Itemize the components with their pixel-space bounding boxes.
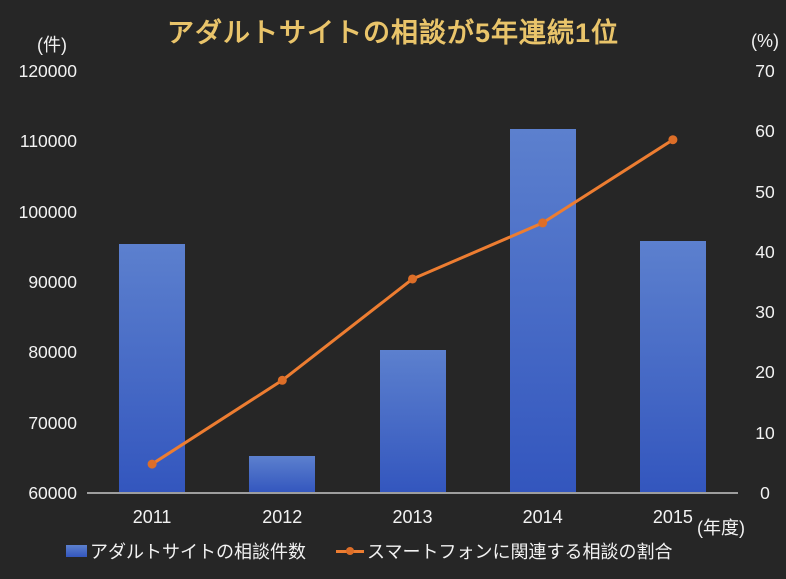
left-axis-tick-100000: 100000 (18, 201, 77, 222)
bar-series-swatch-icon (66, 545, 87, 557)
legend-bar-label: アダルトサイトの相談件数 (90, 542, 306, 562)
line-path (150, 138, 675, 466)
x-axis-unit-label: (年度) (697, 518, 745, 538)
x-axis-label-2015: 2015 (652, 507, 693, 527)
chart-title: アダルトサイトの相談が5年連続1位 (166, 18, 620, 48)
legend: アダルトサイトの相談件数 スマートフォンに関連する相談の割合 (66, 538, 672, 564)
line-marker-2015 (668, 135, 678, 145)
legend-item-bar-series: アダルトサイトの相談件数 (66, 538, 306, 564)
legend-line-label: スマートフォンに関連する相談の割合 (367, 542, 673, 562)
line-series-swatch-icon (336, 544, 364, 558)
left-axis-tick-120000: 120000 (18, 61, 77, 81)
x-axis-label-2013: 2013 (392, 507, 433, 527)
x-axis-line (87, 492, 738, 494)
x-axis-label-2012: 2012 (262, 507, 303, 527)
legend-item-line-series: スマートフォンに関連する相談の割合 (336, 538, 672, 564)
right-axis-tick-10: 10 (755, 422, 775, 443)
left-axis-unit-label: (件) (37, 35, 67, 55)
right-axis-tick-30: 30 (755, 302, 775, 323)
left-axis-tick-110000: 110000 (19, 131, 77, 152)
right-axis-tick-0: 0 (760, 483, 770, 503)
right-axis-unit-label: (%) (751, 31, 779, 51)
line-marker-2013 (408, 274, 417, 284)
bar-2014 (509, 129, 576, 493)
bar-2013 (379, 350, 446, 493)
right-axis-tick-60: 60 (755, 121, 775, 142)
x-axis-label-2014: 2014 (522, 507, 563, 527)
bar-2015 (639, 241, 706, 493)
left-axis-tick-70000: 70000 (28, 412, 77, 433)
right-axis-tick-70: 70 (755, 61, 775, 81)
left-axis-tick-60000: 60000 (28, 483, 77, 503)
right-axis-tick-40: 40 (755, 241, 775, 262)
line-marker-2011 (147, 459, 157, 469)
left-axis-tick-90000: 90000 (28, 272, 77, 292)
x-axis-label-2011: 2011 (132, 507, 172, 527)
left-axis-tick-80000: 80000 (28, 342, 77, 363)
line-marker-2012 (277, 375, 287, 385)
bar-2012 (249, 455, 316, 493)
line-marker-2014 (538, 218, 548, 228)
right-axis-tick-50: 50 (755, 181, 775, 202)
right-axis-tick-20: 20 (755, 362, 775, 383)
